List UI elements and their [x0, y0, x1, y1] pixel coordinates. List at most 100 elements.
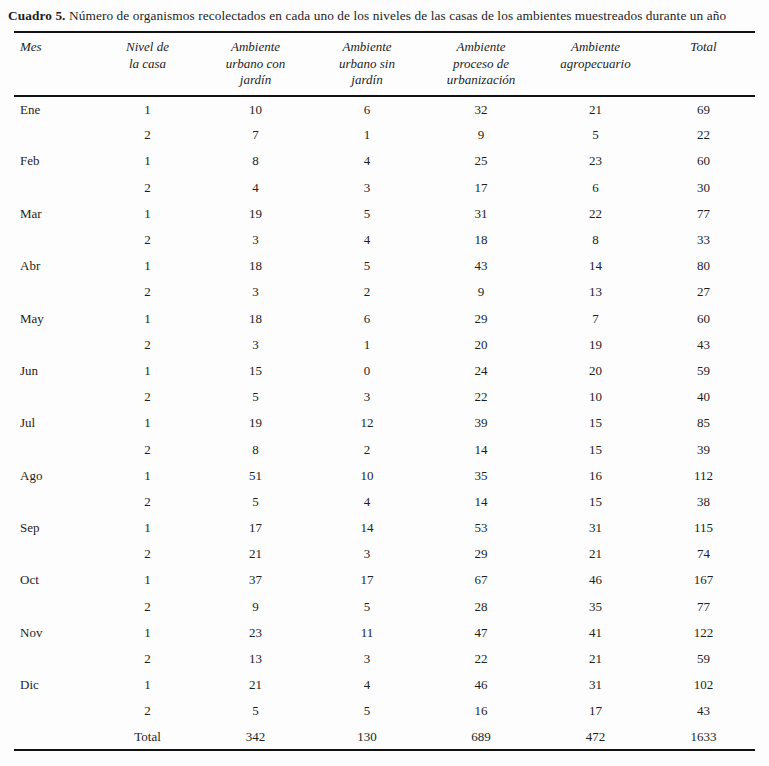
value-cell: 31	[423, 200, 539, 226]
value-cell: 2	[95, 331, 200, 357]
value-cell: 25	[423, 148, 539, 174]
value-cell: 67	[423, 567, 539, 593]
value-cell: 5	[200, 488, 311, 514]
value-cell: 35	[539, 593, 652, 619]
month-cell	[14, 331, 95, 357]
value-cell: 21	[539, 645, 652, 671]
value-cell: 6	[539, 174, 652, 200]
value-cell: 5	[311, 200, 423, 226]
column-header-2: Ambienteurbano conjardín	[200, 32, 311, 96]
value-cell: 2	[95, 698, 200, 724]
value-cell: 4	[311, 148, 423, 174]
value-cell: 17	[423, 174, 539, 200]
value-cell: 59	[652, 357, 755, 383]
value-cell: 17	[539, 698, 652, 724]
value-cell: 3	[311, 541, 423, 567]
value-cell: 6	[311, 305, 423, 331]
value-cell: 77	[652, 593, 755, 619]
value-cell: 472	[539, 724, 652, 750]
value-cell: 33	[652, 226, 755, 252]
table-row: Dic12144631102	[14, 672, 755, 698]
value-cell: 22	[652, 122, 755, 148]
page: Cuadro 5. Número de organismos recolecta…	[0, 7, 769, 766]
month-cell	[14, 645, 95, 671]
value-cell: 5	[200, 698, 311, 724]
table-row: 23418833	[14, 226, 755, 252]
value-cell: 74	[652, 541, 755, 567]
month-cell: Jun	[14, 357, 95, 383]
value-cell: 7	[539, 305, 652, 331]
value-cell: 1	[311, 331, 423, 357]
table-row: Ago151103516112	[14, 462, 755, 488]
value-cell: 35	[423, 462, 539, 488]
value-cell: 115	[652, 515, 755, 541]
table-caption-label: Cuadro 5.	[8, 8, 66, 23]
value-cell: 1633	[652, 724, 755, 750]
value-cell: 43	[652, 698, 755, 724]
month-cell: Ago	[14, 462, 95, 488]
table-caption-text: Número de organismos recolectados en cad…	[66, 8, 727, 23]
value-cell: 1	[95, 567, 200, 593]
value-cell: 2	[95, 226, 200, 252]
value-cell: 1	[95, 200, 200, 226]
value-cell: 38	[652, 488, 755, 514]
month-cell: Jul	[14, 410, 95, 436]
table-row: Mar1195312277	[14, 200, 755, 226]
value-cell: 1	[95, 619, 200, 645]
value-cell: 2	[95, 122, 200, 148]
table-row: Ene1106322169	[14, 96, 755, 122]
value-cell: 167	[652, 567, 755, 593]
value-cell: 10	[200, 96, 311, 122]
data-table-wrapper: MesNivel dela casaAmbienteurbano conjard…	[14, 31, 755, 751]
value-cell: 46	[539, 567, 652, 593]
value-cell: 8	[200, 436, 311, 462]
table-body: Ene11063221692719522Feb18425236024317630…	[14, 96, 755, 751]
table-row: Jun1150242059	[14, 357, 755, 383]
value-cell: 1	[95, 357, 200, 383]
value-cell: 21	[539, 541, 652, 567]
value-cell: 24	[423, 357, 539, 383]
table-row: Sep117145331115	[14, 515, 755, 541]
month-cell	[14, 384, 95, 410]
value-cell: 1	[95, 148, 200, 174]
value-cell: 5	[311, 253, 423, 279]
value-cell: 5	[311, 698, 423, 724]
value-cell: 13	[539, 279, 652, 305]
month-cell: Oct	[14, 567, 95, 593]
value-cell: 31	[539, 515, 652, 541]
value-cell: 11	[311, 619, 423, 645]
value-cell: 20	[539, 357, 652, 383]
value-cell: 122	[652, 619, 755, 645]
table-row: May118629760	[14, 305, 755, 331]
value-cell: 3	[200, 331, 311, 357]
table-row: Oct137176746167	[14, 567, 755, 593]
value-cell: 1	[95, 96, 200, 122]
value-cell: 85	[652, 410, 755, 436]
column-header-5: Ambienteagropecuario	[539, 32, 652, 96]
organisms-table: MesNivel dela casaAmbienteurbano conjard…	[14, 31, 755, 751]
month-cell: Abr	[14, 253, 95, 279]
value-cell: 342	[200, 724, 311, 750]
table-row: 2719522	[14, 122, 755, 148]
value-cell: Total	[95, 724, 200, 750]
value-cell: 27	[652, 279, 755, 305]
column-header-1: Nivel dela casa	[95, 32, 200, 96]
value-cell: 8	[539, 226, 652, 252]
value-cell: 2	[95, 645, 200, 671]
value-cell: 31	[539, 672, 652, 698]
value-cell: 18	[423, 226, 539, 252]
value-cell: 3	[200, 226, 311, 252]
value-cell: 21	[200, 541, 311, 567]
value-cell: 8	[200, 148, 311, 174]
value-cell: 20	[423, 331, 539, 357]
value-cell: 30	[652, 174, 755, 200]
value-cell: 130	[311, 724, 423, 750]
month-cell	[14, 122, 95, 148]
table-row: 295283577	[14, 593, 755, 619]
value-cell: 14	[423, 436, 539, 462]
month-cell: Dic	[14, 672, 95, 698]
value-cell: 22	[423, 384, 539, 410]
value-cell: 37	[200, 567, 311, 593]
value-cell: 14	[423, 488, 539, 514]
value-cell: 2	[311, 279, 423, 305]
